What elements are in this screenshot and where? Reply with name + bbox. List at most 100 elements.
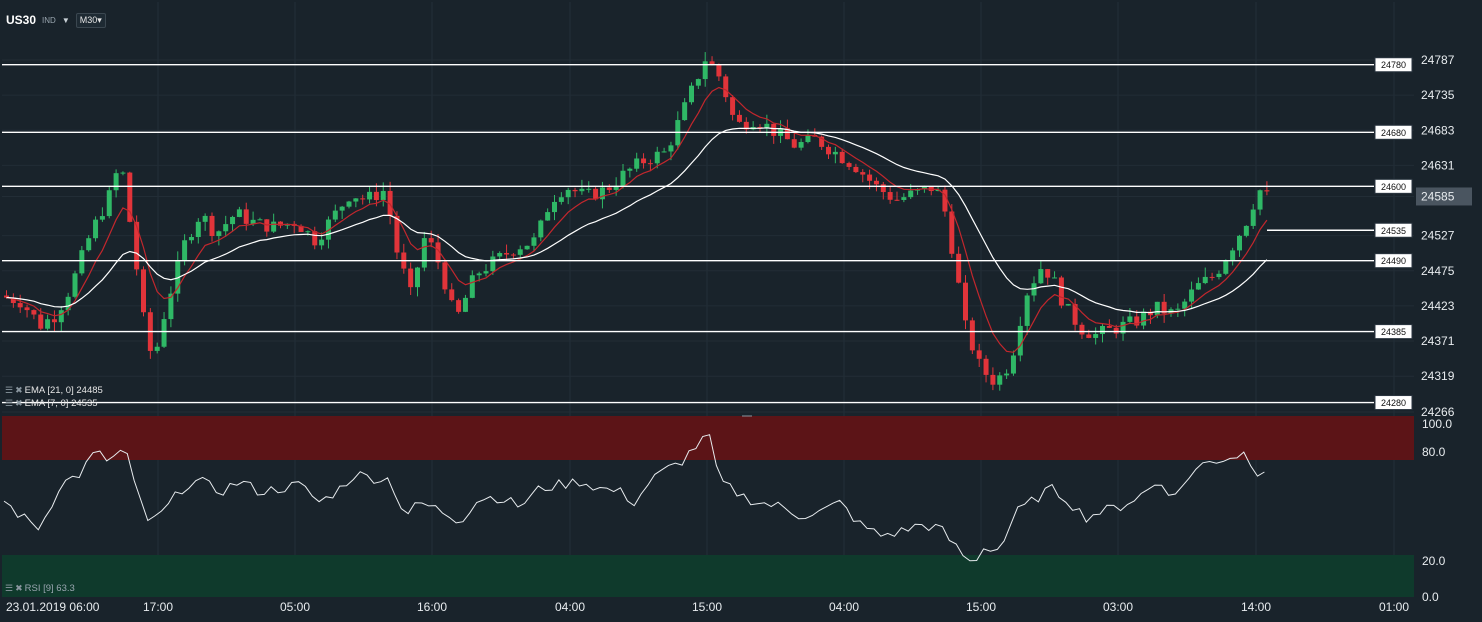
candle-body <box>1230 250 1236 261</box>
candle-body <box>949 211 955 254</box>
close-icon[interactable]: ✖ <box>15 385 22 395</box>
symbol-name[interactable]: US30 <box>6 13 37 27</box>
candle-body <box>531 237 537 246</box>
candle-body <box>58 310 64 323</box>
candle-body <box>209 215 215 237</box>
candle-body <box>1182 301 1188 309</box>
candle-body <box>373 191 379 201</box>
candle-body <box>1004 373 1010 376</box>
candle-body <box>99 216 105 220</box>
price-tick-label: 24319 <box>1421 369 1455 383</box>
symbol-dropdown-icon[interactable]: ▼ <box>61 15 70 25</box>
candle-body <box>764 123 770 128</box>
candle-body <box>846 163 852 167</box>
candle-body <box>182 240 188 261</box>
candle-body <box>524 245 530 250</box>
candle-body <box>928 186 934 192</box>
timeframe-value: M30 <box>79 14 98 25</box>
rsi-line <box>3 434 1265 562</box>
candle-body <box>894 199 900 201</box>
ema21-legend: ☰ ✖ EMA [21, 0] 24485 <box>5 385 103 396</box>
time-tick-label: 04:00 <box>555 600 585 614</box>
candle-body <box>593 188 599 200</box>
candle-body <box>1134 316 1140 326</box>
candle-body <box>510 254 516 256</box>
candle-body <box>867 174 873 181</box>
rsi-label: RSI [9] 63.3 <box>24 583 75 594</box>
price-tick-label: 24735 <box>1421 88 1455 102</box>
candle-body <box>1154 301 1160 316</box>
candle-body <box>730 97 736 115</box>
candle-body <box>141 269 146 313</box>
symbol-toolbar: US30 IND ▼ M30▾ <box>6 11 106 29</box>
settings-list-icon[interactable]: ☰ <box>5 398 13 408</box>
candle-body <box>565 189 571 198</box>
candle-body <box>1202 276 1208 284</box>
candle-body <box>1237 235 1242 251</box>
close-icon[interactable]: ✖ <box>15 398 22 408</box>
candle-body <box>134 221 140 270</box>
time-axis: 23.01.2019 06:00 17:00 05:00 16:00 04:00 15:0… <box>6 600 1409 614</box>
candle-body <box>1216 273 1222 278</box>
candle-body <box>805 134 811 143</box>
candle-body <box>1045 269 1051 278</box>
price-tick-label: 24787 <box>1421 53 1455 67</box>
candle-body <box>1072 304 1078 325</box>
rsi-tick-label: 100.0 <box>1422 417 1452 431</box>
candles-layer <box>4 52 1270 391</box>
candle-body <box>1086 334 1092 338</box>
candle-body <box>462 297 468 312</box>
settings-list-icon[interactable]: ☰ <box>5 385 13 395</box>
candle-body <box>106 190 112 217</box>
candle-body <box>709 61 715 65</box>
price-axis: 24787 24735 24683 24631 24585 24527 24475 24423… <box>1416 53 1472 419</box>
candle-body <box>188 237 194 241</box>
candle-body <box>1093 334 1099 338</box>
candle-body <box>38 314 44 329</box>
market-type: IND <box>42 15 56 25</box>
candle-body <box>1100 325 1105 335</box>
timeframe-selector[interactable]: M30▾ <box>75 12 106 28</box>
candle-body <box>312 231 318 246</box>
time-tick-label: 15:00 <box>966 600 996 614</box>
candle-body <box>305 231 311 233</box>
rsi-tick-label: 20.0 <box>1422 554 1446 568</box>
price-tick-label: 24266 <box>1421 405 1455 419</box>
horizontal-lines-layer: 24780 24680 24600 24535 24490 24385 24280 <box>2 57 1413 411</box>
candle-body <box>743 121 749 130</box>
candle-body <box>702 61 708 80</box>
price-tick-label: 24423 <box>1421 299 1455 313</box>
candle-body <box>195 221 201 238</box>
candle-body <box>497 253 503 257</box>
candle-body <box>1250 209 1256 226</box>
candle-body <box>1024 295 1030 326</box>
close-icon[interactable]: ✖ <box>15 583 22 593</box>
candle-body <box>606 187 612 190</box>
candle-body <box>1264 190 1270 192</box>
candle-body <box>360 198 366 200</box>
candle-body <box>1127 316 1133 322</box>
time-tick-label: 01:00 <box>1379 600 1409 614</box>
candle-body <box>490 256 496 272</box>
time-tick-label: 03:00 <box>1103 600 1133 614</box>
candle-body <box>1147 311 1153 316</box>
candle-body <box>339 206 345 211</box>
current-price-badge <box>1416 187 1472 206</box>
candle-body <box>1120 321 1126 334</box>
hline-label: 24535 <box>1381 226 1406 236</box>
candle-body <box>51 319 57 323</box>
candle-body <box>935 189 941 192</box>
candle-body <box>45 319 51 329</box>
candle-body <box>278 221 283 226</box>
candle-body <box>538 220 544 238</box>
settings-list-icon[interactable]: ☰ <box>5 583 13 593</box>
candle-body <box>367 191 373 200</box>
candle-body <box>545 212 551 221</box>
candle-body <box>421 238 427 268</box>
candle-body <box>250 219 256 224</box>
candle-body <box>408 268 414 288</box>
time-tick-label: 04:00 <box>829 600 859 614</box>
candle-body <box>969 320 975 351</box>
time-tick-label: 14:00 <box>1241 600 1271 614</box>
